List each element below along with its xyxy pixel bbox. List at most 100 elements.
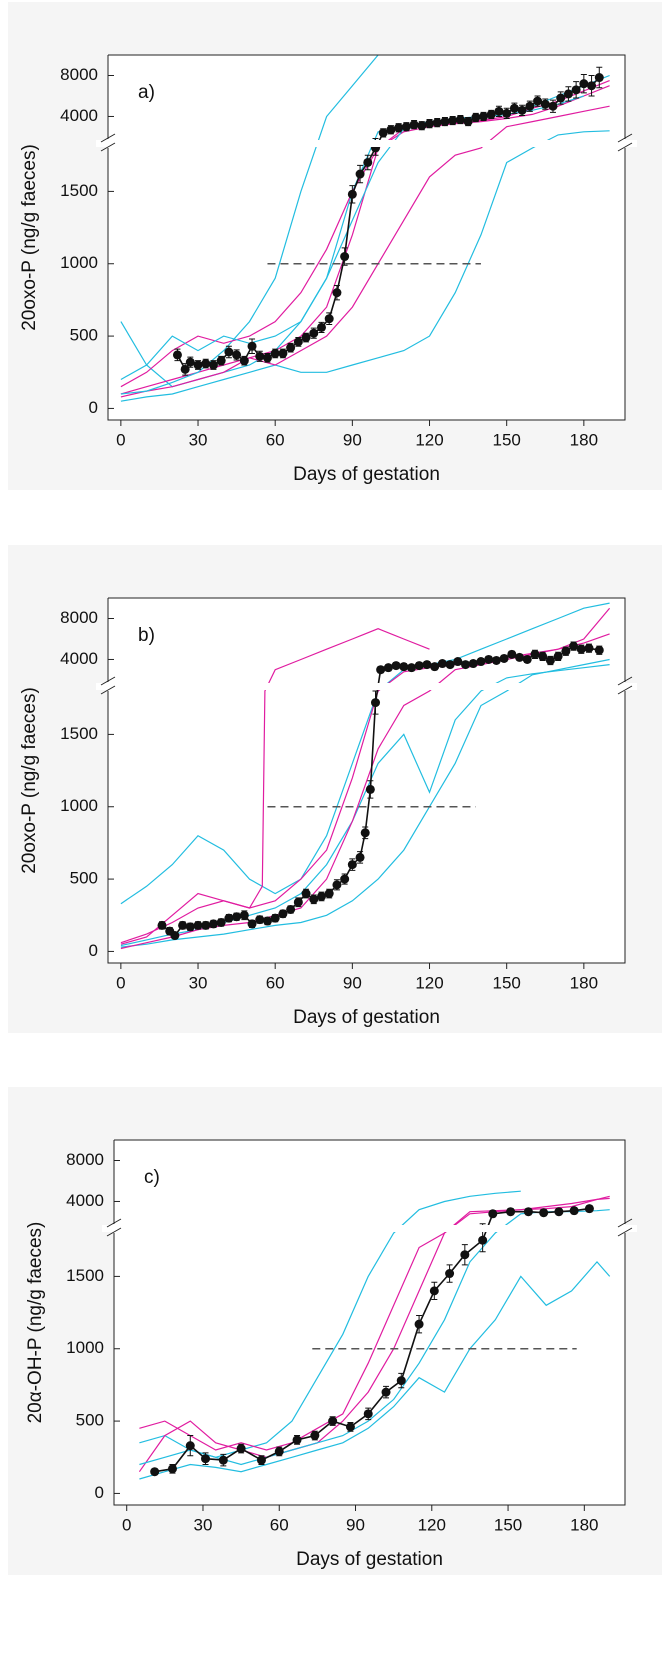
break-mark xyxy=(106,1218,122,1237)
x-tick-label: 180 xyxy=(570,1515,598,1534)
x-tick-label: 0 xyxy=(122,1515,131,1534)
individual-trace xyxy=(138,1197,610,1473)
axis-break-gap xyxy=(102,1225,637,1232)
mean-point xyxy=(522,654,532,664)
x-axis-label: Days of gestation xyxy=(293,1007,440,1028)
mean-point xyxy=(491,655,501,665)
mean-point xyxy=(460,1250,470,1260)
x-tick-label: 90 xyxy=(343,973,362,992)
plot-content xyxy=(120,602,611,950)
mean-point xyxy=(594,645,604,655)
x-tick-label: 180 xyxy=(570,430,598,449)
mean-point xyxy=(293,337,303,347)
mean-point xyxy=(309,894,319,904)
x-tick-label: 30 xyxy=(194,1515,213,1534)
mean-point xyxy=(548,101,558,111)
x-tick-label: 0 xyxy=(116,973,125,992)
mean-point xyxy=(340,252,350,262)
mean-point xyxy=(563,89,573,99)
mean-point xyxy=(553,651,563,661)
mean-point xyxy=(507,649,517,659)
x-tick-label: 60 xyxy=(270,1515,289,1534)
mean-point xyxy=(499,653,509,663)
panel-label: a) xyxy=(138,82,155,103)
mean-point xyxy=(270,913,280,923)
x-axis-label: Days of gestation xyxy=(293,464,440,485)
mean-point xyxy=(347,189,357,199)
break-mark xyxy=(617,133,633,152)
mean-point xyxy=(170,931,180,941)
mean-point xyxy=(355,852,365,862)
x-tick-label: 150 xyxy=(492,430,520,449)
mean-point xyxy=(167,1464,177,1474)
mean-point xyxy=(386,125,396,135)
panel-label: c) xyxy=(144,1167,160,1188)
mean-point xyxy=(584,1204,594,1214)
mean-point xyxy=(201,1454,211,1464)
individual-trace xyxy=(120,658,610,948)
plot-area xyxy=(114,1140,625,1505)
mean-point xyxy=(224,913,234,923)
mean-point xyxy=(236,1444,246,1454)
mean-point xyxy=(247,919,257,929)
mean-point xyxy=(556,93,566,103)
mean-point xyxy=(224,347,234,357)
mean-point xyxy=(422,660,432,670)
plot-frame xyxy=(107,597,626,964)
y-tick-label: 4000 xyxy=(60,106,98,125)
mean-point xyxy=(255,351,265,361)
mean-point xyxy=(178,920,188,930)
y-tick-label: 4000 xyxy=(66,1191,104,1210)
mean-point xyxy=(391,661,401,671)
mean-point xyxy=(486,109,496,119)
mean-point xyxy=(407,663,417,673)
individual-trace xyxy=(120,105,610,398)
y-tick-label: 0 xyxy=(89,941,98,960)
mean-point xyxy=(376,665,386,675)
mean-point xyxy=(383,663,393,673)
mean-point xyxy=(571,85,581,95)
mean-point xyxy=(292,1435,302,1445)
mean-point xyxy=(448,116,458,126)
axis-break-gap xyxy=(96,683,637,690)
individual-trace xyxy=(120,54,379,395)
mean-point xyxy=(417,121,427,131)
mean-point xyxy=(256,1455,266,1465)
break-mark xyxy=(100,676,116,695)
mean-point xyxy=(540,99,550,109)
mean-point xyxy=(561,646,571,656)
y-tick-label: 8000 xyxy=(60,608,98,627)
mean-point xyxy=(506,1207,516,1217)
individual-trace xyxy=(120,130,610,402)
mean-point xyxy=(340,874,350,884)
mean-point xyxy=(523,1207,533,1217)
break-mark xyxy=(100,133,116,152)
mean-point xyxy=(150,1467,160,1477)
y-tick-label: 500 xyxy=(76,1411,104,1430)
mean-point xyxy=(414,1319,424,1329)
mean-point xyxy=(216,356,226,366)
mean-point xyxy=(533,96,543,106)
individual-trace xyxy=(120,602,610,905)
mean-point xyxy=(262,916,272,926)
y-tick-label: 500 xyxy=(70,869,98,888)
y-tick-label: 1500 xyxy=(60,181,98,200)
mean-point xyxy=(309,328,319,338)
x-tick-label: 120 xyxy=(415,973,443,992)
x-tick-label: 90 xyxy=(343,430,362,449)
plot-area xyxy=(108,55,625,420)
mean-point xyxy=(471,112,481,122)
x-tick-label: 30 xyxy=(189,973,208,992)
plot-content xyxy=(120,54,610,402)
mean-point xyxy=(208,360,218,370)
mean-point xyxy=(286,343,296,353)
mean-point xyxy=(316,891,326,901)
y-axis-label: 20oxo-P (ng/g faeces) xyxy=(19,144,40,331)
mean-point xyxy=(278,348,288,358)
mean-point xyxy=(425,119,435,129)
mean-point xyxy=(587,81,597,91)
mean-point xyxy=(286,904,296,914)
mean-point xyxy=(332,880,342,890)
mean-point xyxy=(262,353,272,363)
